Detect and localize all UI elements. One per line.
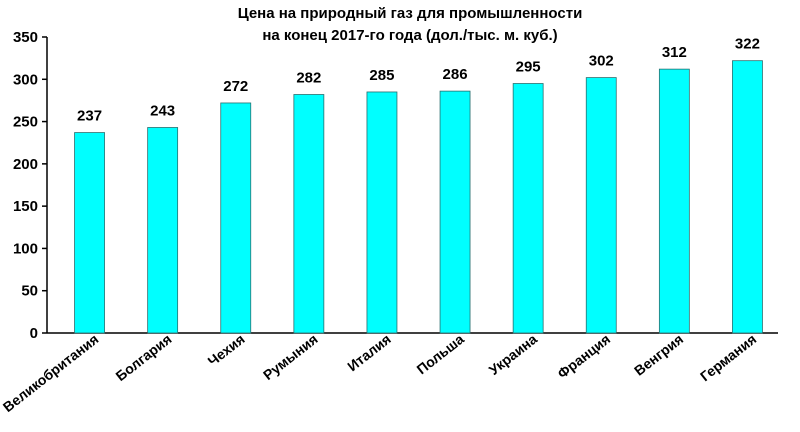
bar-value-label: 322 — [735, 36, 760, 53]
bar — [512, 83, 544, 334]
y-tick-label: 0 — [30, 325, 38, 342]
bar — [220, 102, 252, 334]
bar-value-label: 272 — [223, 78, 248, 95]
category-label: Венгрия — [631, 331, 686, 379]
category-label: Болгария — [113, 331, 175, 384]
bar-value-label: 243 — [150, 102, 175, 119]
y-tick-label: 200 — [13, 156, 38, 173]
bar-value-label: 237 — [77, 108, 102, 125]
y-tick-label: 50 — [21, 283, 38, 300]
bar — [147, 127, 179, 334]
category-label: Украина — [486, 331, 540, 378]
bar — [585, 77, 617, 334]
category-label: Великобритания — [0, 331, 101, 415]
bar-value-label: 285 — [369, 67, 394, 84]
category-label: Германия — [697, 331, 759, 385]
chart-title-line-1: Цена на природный газ для промышленности — [238, 5, 583, 22]
y-tick-label: 250 — [13, 114, 38, 131]
chart-title-line-2: на конец 2017-го года (дол./тыс. м. куб.… — [262, 27, 557, 44]
category-label: Италия — [344, 331, 394, 375]
y-tick-label: 300 — [13, 71, 38, 88]
y-tick-label: 350 — [13, 29, 38, 46]
y-tick-label: 100 — [13, 240, 38, 257]
bar — [293, 94, 325, 334]
value-labels: 237 243 272 282 285 286 295 302 312 322 — [77, 36, 760, 125]
bar — [366, 91, 398, 334]
bar-value-label: 286 — [443, 66, 468, 83]
bar-value-label: 302 — [589, 53, 614, 70]
category-labels: Великобритания Болгария Чехия Румыния Италия… — [0, 331, 759, 415]
category-label: Польша — [414, 331, 468, 378]
category-label: Чехия — [205, 331, 248, 369]
category-label: Румыния — [260, 331, 321, 383]
category-label: Франция — [554, 331, 613, 382]
bar-value-label: 312 — [662, 44, 687, 61]
bar — [74, 132, 105, 334]
y-tick-label: 150 — [13, 198, 38, 215]
bar — [658, 68, 690, 334]
bar — [732, 60, 763, 334]
bar-value-label: 295 — [516, 59, 541, 76]
bar — [439, 90, 471, 334]
bars — [74, 60, 763, 334]
bar-value-label: 282 — [296, 70, 321, 87]
